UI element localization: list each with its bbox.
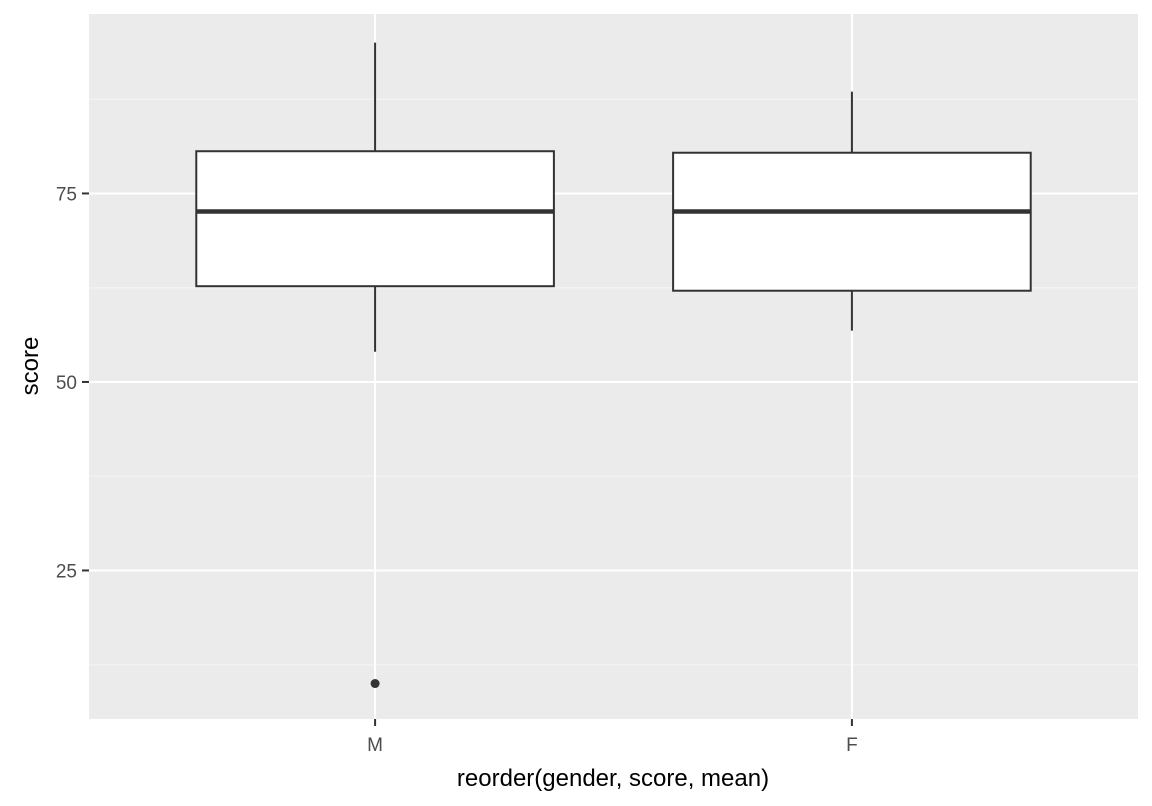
x-tick-label: M [367, 735, 383, 756]
plot-panel [89, 14, 1138, 719]
x-tick-label: F [846, 735, 858, 756]
y-tick-label: 75 [56, 184, 77, 205]
boxes [195, 42, 1032, 689]
y-tick-label: 50 [56, 373, 77, 394]
outlier-point [370, 679, 380, 689]
y-axis-ticks: 25 50 75 [56, 184, 89, 582]
x-axis-title: reorder(gender, score, mean) [457, 765, 769, 792]
y-tick-label: 25 [56, 561, 77, 582]
y-axis-title: score [17, 337, 44, 396]
box-m [195, 42, 555, 689]
box-f [672, 91, 1032, 331]
box-iqr [672, 151, 1032, 292]
box-iqr [195, 150, 555, 288]
